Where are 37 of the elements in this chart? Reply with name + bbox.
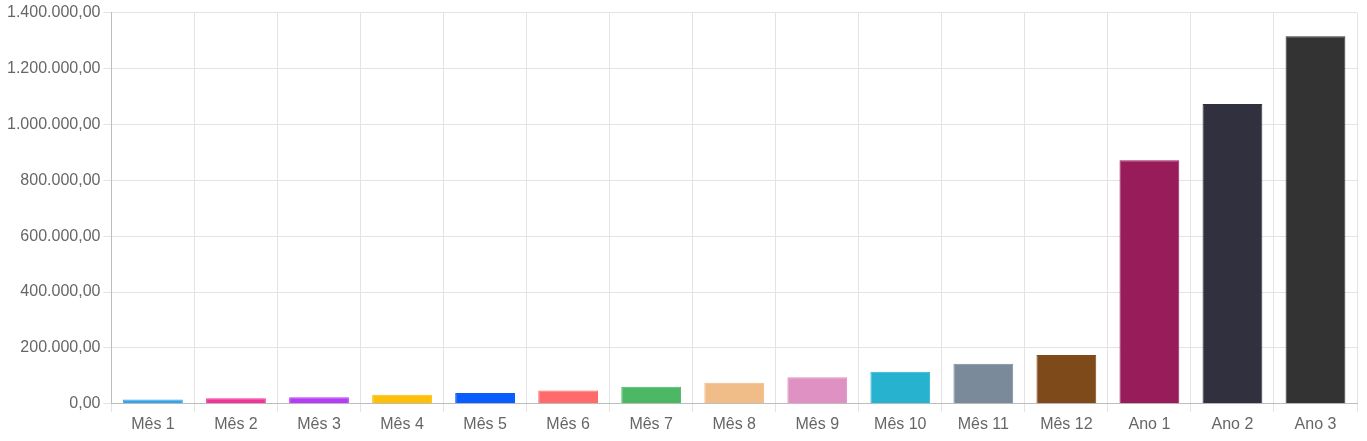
x-tick-label: Mês 5 xyxy=(463,414,507,432)
bar xyxy=(206,398,266,404)
bar xyxy=(455,392,515,404)
x-tick-label: Ano 2 xyxy=(1211,414,1254,432)
x-tick-label: Mês 9 xyxy=(795,414,840,432)
bar xyxy=(953,363,1014,404)
y-tick-label: 1.200.000,00 xyxy=(7,58,101,76)
x-tick-label: Ano 1 xyxy=(1128,414,1171,432)
bar xyxy=(704,382,765,404)
x-tick-label: Mês 7 xyxy=(629,414,674,432)
x-tick-label: Mês 3 xyxy=(297,414,341,432)
y-tick-label: 1.400.000,00 xyxy=(7,3,101,21)
y-tick-label: 400.000,00 xyxy=(20,282,101,300)
x-tick-label: Mês 1 xyxy=(131,414,175,432)
y-tick-label: 800.000,00 xyxy=(20,170,101,188)
x-tick-label: Mês 6 xyxy=(546,414,591,432)
x-tick-label: Mês 11 xyxy=(957,414,1010,432)
x-tick-label: Mês 8 xyxy=(712,414,757,432)
y-tick-label: 0,00 xyxy=(69,394,101,412)
bar xyxy=(1285,36,1346,404)
bar xyxy=(538,390,599,404)
bar xyxy=(289,397,349,404)
y-tick-label: 200.000,00 xyxy=(20,338,101,356)
bar xyxy=(621,386,682,404)
y-tick-label: 600.000,00 xyxy=(20,226,101,244)
x-tick-label: Mês 4 xyxy=(380,414,424,432)
y-tick-label: 1.000.000,00 xyxy=(7,114,101,132)
bar xyxy=(1202,103,1263,404)
x-tick-label: Mês 2 xyxy=(214,414,258,432)
bar xyxy=(1036,354,1097,404)
x-tick-label: Mês 12 xyxy=(1040,414,1093,432)
x-tick-label: Mês 10 xyxy=(874,414,927,432)
bar xyxy=(787,377,848,404)
bar xyxy=(870,371,931,404)
bar xyxy=(1119,160,1180,404)
x-tick-label: Ano 3 xyxy=(1294,414,1337,432)
bar xyxy=(372,394,432,404)
